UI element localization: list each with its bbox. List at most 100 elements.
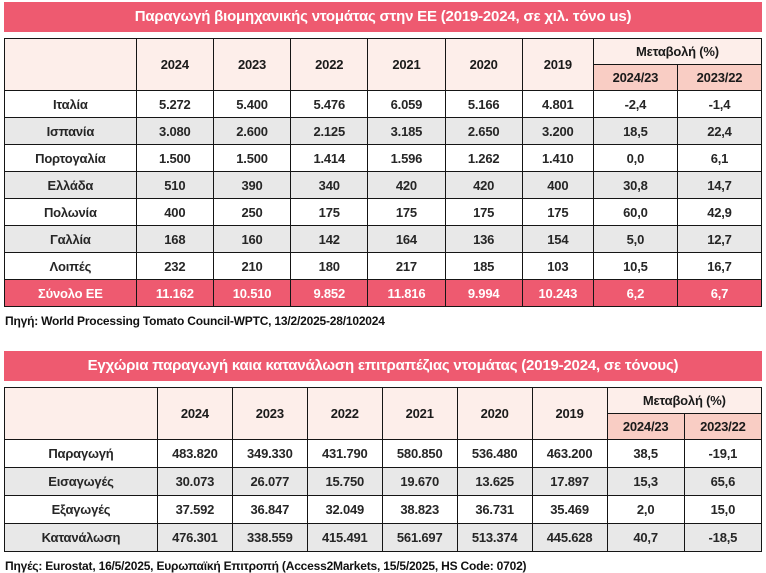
- table2-title: Εγχώρια παραγωγή καια κατανάλωση επιτραπ…: [4, 351, 762, 381]
- row-label: Εξαγωγές: [4, 495, 158, 524]
- value-cell: -1,4: [676, 90, 763, 118]
- year-header: 2021: [381, 387, 458, 440]
- change-subheader: 2024/23: [606, 413, 685, 440]
- industrial-tomato-table: 2024 2023 2022 2021 2020 2019 Μεταβολή (%) 2024…: [4, 38, 763, 307]
- row-label: Πορτογαλία: [4, 144, 137, 172]
- value-cell: 400: [135, 198, 214, 226]
- value-cell: 1.500: [135, 144, 214, 172]
- value-cell: -18,5: [683, 523, 763, 552]
- value-cell: 32.049: [306, 495, 383, 524]
- value-cell: 185: [444, 252, 523, 280]
- row-label: Εισαγωγές: [4, 467, 158, 496]
- value-cell: 5.476: [290, 90, 369, 118]
- table1-body: Ιταλία 5.272 5.400 5.476 6.059 5.166 4.801 -2,4…: [4, 90, 763, 307]
- table-row: Πορτογαλία 1.500 1.500 1.414 1.596 1.262 1.410…: [4, 144, 763, 172]
- value-cell: 3.080: [135, 117, 214, 145]
- row-label: Σύνολο ΕΕ: [4, 279, 137, 307]
- value-cell: 349.330: [231, 439, 308, 468]
- row-label: Ιταλία: [4, 90, 137, 118]
- header-row: 2024 2023 2022 2021 2020 2019 Μεταβολή (%): [4, 387, 763, 440]
- value-cell: 36.731: [456, 495, 533, 524]
- value-cell: 476.301: [156, 523, 233, 552]
- value-cell: 580.850: [381, 439, 458, 468]
- value-cell: 536.480: [456, 439, 533, 468]
- value-cell: 483.820: [156, 439, 233, 468]
- corner-cell: [4, 38, 137, 91]
- value-cell: 103: [521, 252, 594, 280]
- value-cell: 35.469: [531, 495, 608, 524]
- value-cell: 168: [135, 225, 214, 253]
- year-header: 2020: [456, 387, 533, 440]
- value-cell: 1.262: [444, 144, 523, 172]
- value-cell: 0,0: [592, 144, 678, 172]
- value-cell: 175: [290, 198, 369, 226]
- change-subheader: 2023/22: [683, 413, 763, 440]
- value-cell: 37.592: [156, 495, 233, 524]
- value-cell: 210: [212, 252, 292, 280]
- table-row: Γαλλία 168 160 142 164 136 154 5,0 12,7: [4, 225, 763, 253]
- value-cell: 2.125: [290, 117, 369, 145]
- table-row: Παραγωγή 483.820 349.330 431.790 580.850 536.…: [4, 439, 763, 468]
- value-cell: 175: [367, 198, 446, 226]
- value-cell: 6,1: [676, 144, 763, 172]
- value-cell: 561.697: [381, 523, 458, 552]
- value-cell: 1.596: [367, 144, 446, 172]
- subheader-row: 2024/23 2023/22: [5, 64, 763, 91]
- value-cell: 463.200: [531, 439, 608, 468]
- value-cell: 338.559: [231, 523, 308, 552]
- value-cell: -2,4: [592, 90, 678, 118]
- year-header: 2020: [444, 38, 523, 91]
- value-cell: 400: [521, 171, 594, 199]
- change-header: Μεταβολή (%): [606, 387, 763, 414]
- value-cell: 65,6: [683, 467, 763, 496]
- year-header: 2019: [521, 38, 594, 91]
- value-cell: 136: [444, 225, 523, 253]
- value-cell: 175: [521, 198, 594, 226]
- section-gap: [4, 328, 762, 351]
- value-cell: 12,7: [676, 225, 763, 253]
- table2-body: Παραγωγή 483.820 349.330 431.790 580.850 536.…: [4, 439, 763, 552]
- value-cell: 14,7: [676, 171, 763, 199]
- table2-header: 2024 2023 2022 2021 2020 2019 Μεταβολή (%) 2024…: [4, 387, 763, 440]
- table-row: Λοιπές 232 210 180 217 185 103 10,5 16,7: [4, 252, 763, 280]
- change-subheader: 2023/22: [676, 64, 763, 91]
- value-cell: 15,0: [683, 495, 763, 524]
- value-cell: 175: [444, 198, 523, 226]
- table-row: Ελλάδα 510 390 340 420 420 400 30,8 14,7: [4, 171, 763, 199]
- row-label: Γαλλία: [4, 225, 137, 253]
- year-header: 2022: [306, 387, 383, 440]
- value-cell: 15,3: [606, 467, 685, 496]
- value-cell: 142: [290, 225, 369, 253]
- value-cell: 2.650: [444, 117, 523, 145]
- year-header: 2023: [212, 38, 292, 91]
- value-cell: 30.073: [156, 467, 233, 496]
- value-cell: 13.625: [456, 467, 533, 496]
- domestic-tomato-table: 2024 2023 2022 2021 2020 2019 Μεταβολή (%) 2024…: [4, 387, 763, 552]
- header-row: 2024 2023 2022 2021 2020 2019 Μεταβολή (%): [4, 38, 763, 91]
- value-cell: 1.500: [212, 144, 292, 172]
- value-cell: 10,5: [592, 252, 678, 280]
- row-label: Ελλάδα: [4, 171, 137, 199]
- value-cell: 11.162: [135, 279, 214, 307]
- table-row: Ισπανία 3.080 2.600 2.125 3.185 2.650 3.200 18,…: [4, 117, 763, 145]
- value-cell: 445.628: [531, 523, 608, 552]
- value-cell: 2.600: [212, 117, 292, 145]
- value-cell: 9.994: [444, 279, 523, 307]
- value-cell: 19.670: [381, 467, 458, 496]
- value-cell: 415.491: [306, 523, 383, 552]
- value-cell: 6.059: [367, 90, 446, 118]
- change-header: Μεταβολή (%): [592, 38, 763, 65]
- value-cell: 16,7: [676, 252, 763, 280]
- value-cell: 38,5: [606, 439, 685, 468]
- value-cell: 1.414: [290, 144, 369, 172]
- value-cell: 4.801: [521, 90, 594, 118]
- value-cell: 17.897: [531, 467, 608, 496]
- value-cell: 26.077: [231, 467, 308, 496]
- row-label: Παραγωγή: [4, 439, 158, 468]
- value-cell: 160: [212, 225, 292, 253]
- value-cell: 9.852: [290, 279, 369, 307]
- table1-title: Παραγωγή βιομηχανικής ντομάτας στην ΕΕ (…: [4, 2, 762, 32]
- value-cell: 217: [367, 252, 446, 280]
- year-header: 2021: [367, 38, 446, 91]
- industrial-tomato-section: Παραγωγή βιομηχανικής ντομάτας στην ΕΕ (…: [4, 2, 763, 328]
